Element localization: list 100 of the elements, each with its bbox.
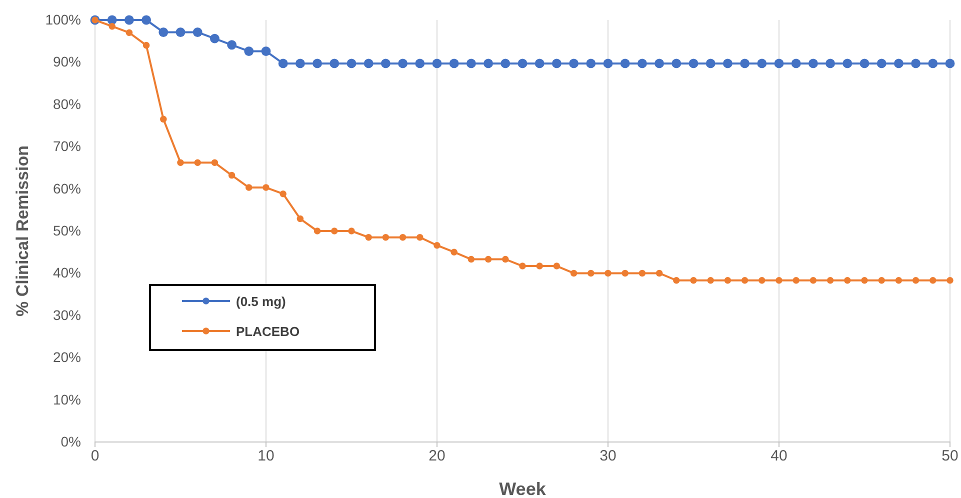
point (895, 276, 902, 284)
point (518, 58, 528, 68)
x-tick-label: 30 (600, 448, 616, 465)
point (776, 276, 782, 284)
x-tick-label: 40 (770, 448, 788, 465)
point (741, 276, 748, 284)
point (210, 34, 220, 44)
y-tick-label: 0% (60, 433, 81, 450)
point (552, 58, 562, 68)
point (638, 270, 646, 277)
y-tick-label: 10% (52, 391, 81, 408)
point (364, 58, 374, 68)
point (365, 234, 372, 241)
point (280, 190, 286, 198)
point (449, 58, 459, 68)
point (604, 270, 612, 277)
point (434, 242, 440, 249)
point (860, 58, 870, 68)
point (295, 58, 305, 68)
point (740, 58, 750, 68)
x-tick-label: 20 (428, 448, 446, 465)
point (810, 276, 817, 284)
point (928, 58, 938, 68)
y-tick-label: 60% (52, 180, 81, 196)
point (569, 58, 579, 68)
point (432, 58, 442, 68)
legend-label: (0.5 mg) (236, 294, 286, 309)
point (637, 58, 647, 68)
point (312, 58, 322, 68)
point (331, 228, 338, 234)
point (484, 256, 492, 263)
point (194, 159, 201, 166)
legend-label: PLACEBO (236, 324, 300, 339)
point (570, 270, 578, 277)
point (912, 276, 920, 284)
point (690, 276, 697, 284)
x-tick-label: 50 (942, 448, 958, 465)
point (158, 28, 168, 37)
point (108, 22, 116, 30)
point (399, 234, 406, 241)
point (416, 234, 424, 241)
point (894, 58, 904, 68)
point (672, 58, 682, 68)
point (177, 159, 184, 166)
point (107, 15, 117, 25)
point (792, 276, 800, 284)
point (673, 276, 680, 284)
y-tick-label: 20% (52, 349, 81, 366)
point (724, 276, 732, 284)
point (296, 215, 304, 222)
y-tick-label: 30% (52, 306, 81, 323)
point (142, 42, 150, 49)
point (500, 58, 510, 68)
point (656, 270, 663, 277)
point (244, 46, 254, 56)
point (278, 58, 288, 68)
point (468, 256, 475, 263)
point (314, 228, 321, 234)
point (878, 276, 885, 284)
point (654, 58, 664, 68)
y-tick-label: 40% (52, 264, 81, 281)
point (536, 262, 543, 270)
point (706, 58, 716, 68)
point (930, 276, 936, 284)
point (160, 116, 167, 123)
point (228, 172, 236, 179)
point (774, 58, 784, 68)
point (484, 58, 494, 68)
point (791, 58, 801, 68)
point (348, 228, 355, 234)
point (553, 262, 560, 270)
y-tick-label: 80% (52, 96, 81, 112)
x-tick-label: 0 (90, 448, 100, 465)
x-axis-title: Week (499, 479, 547, 498)
point (620, 58, 630, 68)
point (380, 58, 390, 68)
point (246, 184, 252, 191)
point (382, 234, 390, 241)
point (603, 58, 613, 68)
point (688, 58, 698, 68)
point (346, 58, 356, 68)
point (415, 58, 425, 68)
point (826, 58, 836, 68)
point (945, 58, 955, 68)
point (622, 270, 628, 277)
y-tick-label: 50% (52, 222, 81, 238)
point (126, 29, 133, 36)
y-axis-title: % Clinical Remission (13, 146, 32, 316)
point (124, 15, 134, 25)
point (330, 58, 340, 68)
point (534, 58, 544, 68)
point (911, 58, 921, 68)
point (466, 58, 476, 68)
point (586, 58, 596, 68)
point (519, 262, 526, 270)
point (758, 276, 766, 284)
point (262, 184, 270, 191)
point (842, 58, 852, 68)
point (844, 276, 851, 284)
y-tick-label: 90% (52, 54, 81, 70)
